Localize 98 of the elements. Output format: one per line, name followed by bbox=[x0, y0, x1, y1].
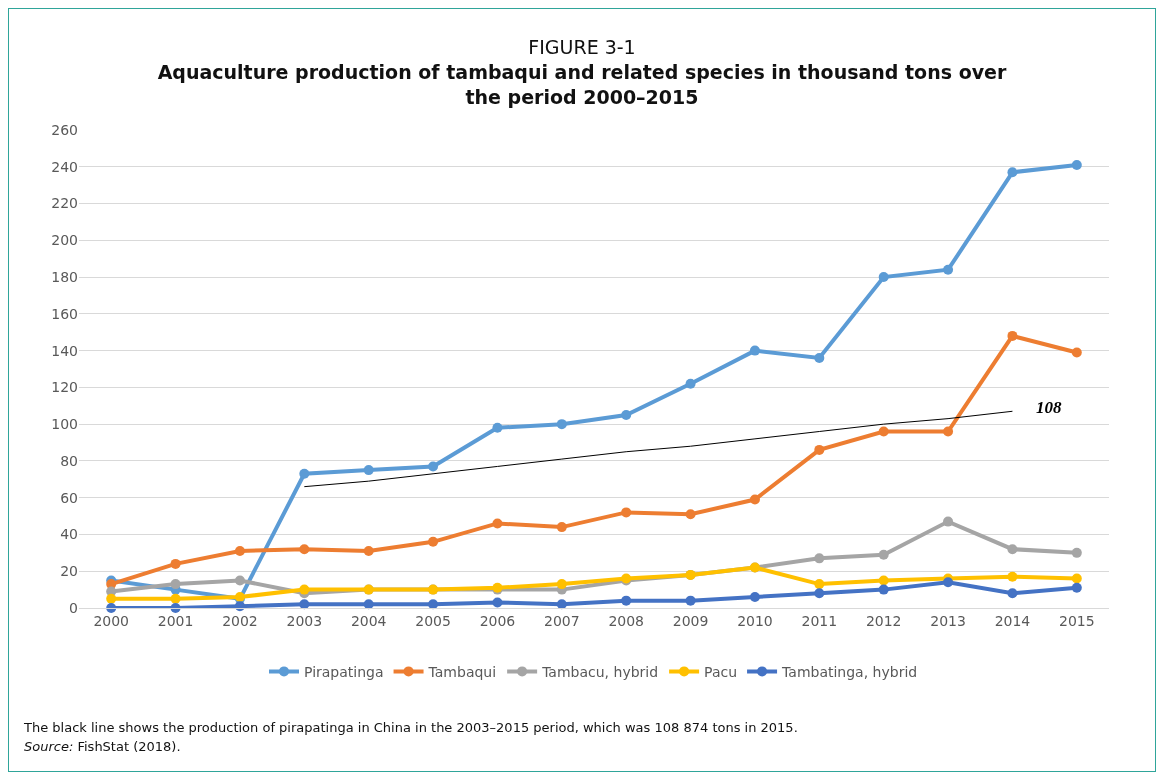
point bbox=[299, 544, 310, 555]
x-tick-label: 2001 bbox=[157, 612, 194, 629]
point bbox=[299, 584, 310, 595]
x-tick-label: 2002 bbox=[222, 612, 258, 629]
point bbox=[621, 595, 632, 606]
point bbox=[943, 264, 954, 275]
point bbox=[106, 593, 117, 604]
point bbox=[1071, 159, 1082, 170]
y-tick-label: 20 bbox=[60, 563, 78, 580]
point bbox=[492, 422, 503, 433]
x-tick-label: 2011 bbox=[801, 612, 838, 629]
legend-label: Tambaqui bbox=[427, 663, 497, 680]
chart-subtitle: Aquaculture production of tambaqui and related species in thousand tons over the period 2000–2015 bbox=[156, 60, 1008, 110]
y-tick-label: 100 bbox=[51, 416, 78, 433]
y-tick-label: 240 bbox=[51, 158, 78, 175]
point bbox=[1071, 547, 1082, 558]
point bbox=[299, 599, 310, 610]
point bbox=[492, 597, 503, 608]
legend-label: Tambacu, hybrid bbox=[541, 663, 659, 680]
point bbox=[556, 419, 567, 430]
y-tick-label: 180 bbox=[51, 268, 78, 285]
point bbox=[1007, 571, 1018, 582]
point bbox=[1007, 167, 1018, 178]
point bbox=[878, 584, 889, 595]
y-tick-label: 160 bbox=[51, 305, 78, 322]
y-tick-label: 120 bbox=[51, 379, 78, 396]
text: The black line shows the production of pirapatinga in China in the 2003–2015 period, which was 108 874 tons in 2015. bbox=[24, 719, 798, 737]
point bbox=[428, 461, 439, 472]
point bbox=[943, 577, 954, 588]
point bbox=[685, 378, 696, 389]
point bbox=[878, 549, 889, 560]
point bbox=[814, 579, 825, 590]
point bbox=[363, 465, 374, 476]
point bbox=[1071, 347, 1082, 358]
point bbox=[1007, 588, 1018, 599]
point bbox=[556, 599, 567, 610]
x-tick-label: 2007 bbox=[543, 612, 580, 629]
point bbox=[556, 522, 567, 533]
legend-label: Pacu bbox=[704, 663, 738, 680]
y-tick-label: 60 bbox=[60, 489, 78, 506]
point bbox=[556, 579, 567, 590]
point bbox=[943, 426, 954, 437]
point bbox=[749, 345, 760, 356]
annotation: 108 bbox=[1036, 398, 1062, 417]
y-tick-label: 200 bbox=[51, 232, 78, 249]
x-tick-label: 2013 bbox=[930, 612, 966, 629]
legend-label: Pirapatinga bbox=[304, 663, 384, 680]
point bbox=[878, 575, 889, 586]
point bbox=[685, 509, 696, 520]
x-tick-label: 2009 bbox=[672, 612, 709, 629]
x-tick-label: 2014 bbox=[994, 612, 1031, 629]
point bbox=[1007, 544, 1018, 555]
point bbox=[878, 426, 889, 437]
x-tick-label: 2004 bbox=[350, 612, 387, 629]
x-tick-label: 2005 bbox=[415, 612, 451, 629]
point bbox=[1071, 582, 1082, 593]
legend-label: Tambatinga, hybrid bbox=[781, 663, 918, 680]
point bbox=[814, 588, 825, 599]
point bbox=[428, 536, 439, 547]
y-tick-label: 0 bbox=[69, 599, 78, 616]
x-tick-label: 2003 bbox=[286, 612, 323, 629]
point bbox=[685, 595, 696, 606]
x-tick-label: 2012 bbox=[865, 612, 902, 629]
point bbox=[234, 601, 245, 612]
point bbox=[492, 518, 503, 529]
point bbox=[814, 553, 825, 564]
point bbox=[170, 579, 181, 590]
point bbox=[170, 558, 181, 569]
point bbox=[749, 591, 760, 602]
point bbox=[234, 575, 245, 586]
source-note: Source: FishStat (2018). bbox=[24, 738, 182, 756]
point bbox=[621, 409, 632, 420]
x-tick-label: 2010 bbox=[737, 612, 773, 629]
line-series bbox=[303, 410, 1013, 488]
chart-title: FIGURE 3-1 bbox=[527, 35, 637, 60]
point bbox=[299, 468, 310, 479]
point bbox=[943, 516, 954, 527]
point bbox=[814, 444, 825, 455]
point bbox=[814, 352, 825, 363]
y-tick-label: 40 bbox=[60, 526, 78, 543]
x-tick-label: 2008 bbox=[608, 612, 645, 629]
x-tick-label: 2000 bbox=[93, 612, 130, 629]
x-tick-label: 2015 bbox=[1058, 612, 1095, 629]
point bbox=[428, 599, 439, 610]
y-tick-label: 220 bbox=[51, 195, 78, 212]
y-tick-label: 140 bbox=[51, 342, 78, 359]
point bbox=[170, 593, 181, 604]
point bbox=[878, 272, 889, 283]
point bbox=[234, 546, 245, 557]
point bbox=[363, 546, 374, 557]
point bbox=[363, 599, 374, 610]
y-tick-label: 80 bbox=[60, 452, 78, 469]
point bbox=[1007, 330, 1018, 341]
y-tick-label: 260 bbox=[51, 121, 78, 138]
point bbox=[749, 494, 760, 505]
point bbox=[1071, 573, 1082, 584]
point bbox=[621, 507, 632, 518]
x-tick-label: 2006 bbox=[479, 612, 516, 629]
